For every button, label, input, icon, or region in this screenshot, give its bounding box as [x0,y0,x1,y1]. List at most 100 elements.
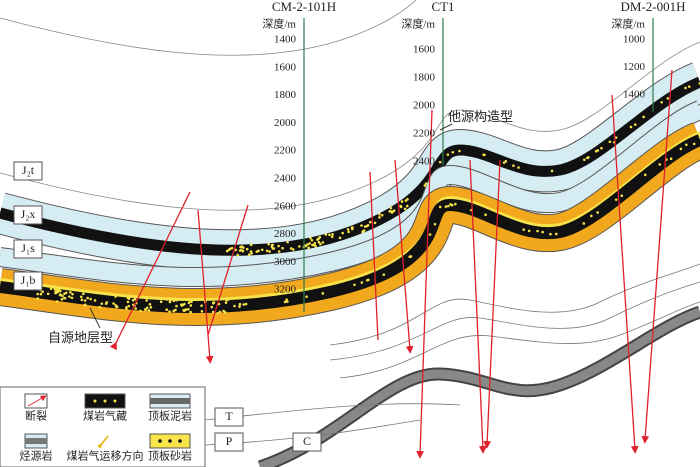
gas-dot [484,213,487,217]
gas-dot [236,253,240,257]
gas-dot [408,255,412,259]
depth-tick-label: 3200 [274,284,297,296]
gas-dot [400,200,404,203]
gas-dot [165,308,169,312]
gas-dot [189,304,193,307]
gas-dot [389,206,393,210]
gas-dot [250,252,253,255]
gas-dot [286,300,289,303]
gas-dot [247,253,251,256]
gas-dot [79,295,83,299]
gas-dot [679,147,683,151]
gas-dot [234,248,238,252]
gas-dot [80,298,84,302]
gas-dot [317,240,321,244]
gas-dot [244,302,248,306]
depth-label: 深度/m [262,17,296,31]
gas-dot [368,220,372,224]
legend-label: 顶板砂岩 [148,449,192,463]
layer-label: J₁b [21,273,36,287]
gas-dot [304,244,307,248]
gas-dot [238,302,242,306]
gas-dot [127,297,131,300]
gas-dot [93,299,97,302]
gas-dot [187,307,190,311]
gas-dot [446,204,450,208]
gas-dot [687,85,691,88]
gas-dot [669,157,673,160]
gas-dot [68,295,71,298]
gas-dot [174,308,177,312]
gas-dot [89,297,92,301]
depth-tick-label: 1600 [413,44,436,56]
gas-dot [165,298,169,301]
gas-dot [373,221,377,225]
depth-tick-label: 3000 [274,256,297,268]
gas-dot [98,305,102,309]
depth-tick-label: 2200 [413,128,436,140]
gas-dot [451,150,455,154]
gas-dot [361,230,364,234]
gas-dot [39,292,43,296]
gas-dot [149,306,153,309]
gas-dot [586,156,589,160]
gas-dot [319,242,322,246]
gas-dot [144,308,147,312]
gas-dot [629,125,633,129]
wells: CM-2-101H 深度/m 1400 1600 1800 2000 2200 2400 260… [262,0,686,312]
gas-dot [405,204,409,208]
well-name: CM-2-101H [272,0,336,14]
gas-dot [139,309,142,313]
gas-dot [184,308,188,311]
gas-dot [59,289,62,293]
depth-tick-label: 2400 [413,156,436,168]
gas-dot [536,229,539,233]
gas-dot [281,246,284,250]
gas-dot [582,222,586,225]
depth-tick-label: 1200 [623,61,646,73]
gas-dot [125,306,128,309]
gas-dot [240,245,243,248]
gas-dot [685,143,688,147]
gas-dot [55,300,59,303]
gas-dot [114,295,117,298]
gas-dot [583,158,586,162]
gas-dot [277,250,281,253]
legend: 断裂 煤岩气藏 顶板泥岩 烃源岩 煤岩气运移方向 顶板砂岩 [0,386,206,467]
gas-dot [428,233,432,236]
gas-dot [41,290,44,294]
gas-dot [324,233,328,236]
depth-tick-label: 2000 [274,117,297,129]
gas-dot [483,153,486,157]
gas-dot [306,243,309,246]
gas-dot [328,233,331,237]
gas-dot [211,310,215,314]
gas-dot [233,304,236,308]
gas-dot [666,97,670,100]
depth-label: 深度/m [611,17,645,31]
gas-dot [392,209,396,212]
gas-dot [346,228,350,231]
gas-dot [54,286,58,290]
gas-dot [596,211,600,214]
gas-dot [145,306,149,310]
gas-dot [227,248,231,252]
gas-dot [36,297,40,300]
gas-dot [608,140,612,144]
gas-dot [444,205,448,208]
gas-dot [62,296,66,300]
gas-dot [360,224,363,227]
gas-dot [504,160,508,163]
gas-dot [134,307,137,310]
legend-label: 煤岩气藏 [83,409,127,423]
gas-dot [225,249,229,253]
depth-tick-label: 1800 [274,89,297,101]
gas-dot [390,211,394,214]
depth-tick-label: 2800 [274,228,297,240]
gas-dot [338,236,342,240]
depth-tick-label: 2400 [274,173,297,185]
gas-dot [210,305,214,309]
gas-dot [438,160,442,164]
gas-dot [347,230,350,234]
gas-dot [46,292,50,296]
